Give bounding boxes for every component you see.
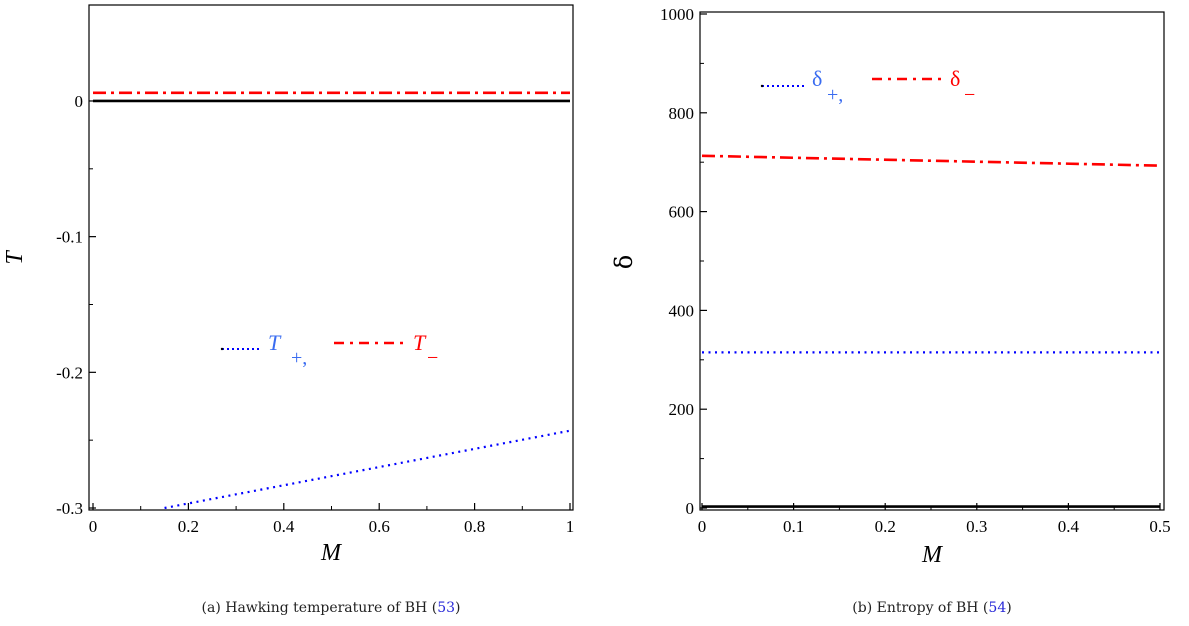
legend-a: T +, T − — [220, 330, 438, 369]
y-axis-label-a: T — [2, 250, 28, 265]
y-tick-label-b: 400 — [669, 301, 695, 320]
y-axis-label-b: δ — [610, 255, 638, 269]
x-tick-label-b: 0.1 — [783, 517, 804, 536]
caption-a-ref: 53 — [437, 600, 455, 616]
series-b — [701, 154, 1161, 508]
legend-a-plus-symbol: T — [268, 330, 282, 355]
y-ticks-b: 0 200 400 600 800 1000 — [660, 5, 707, 518]
legend-a-minus-symbol: T — [413, 330, 427, 355]
y-tick-label-a: -0.2 — [56, 363, 83, 382]
x-axis-label-a: M — [320, 540, 343, 566]
x-tick-label-a: 1 — [566, 517, 575, 536]
y-tick-label-b: 200 — [669, 400, 695, 419]
series-line-a-dotted — [164, 429, 571, 510]
x-tick-label-b: 0.3 — [966, 517, 987, 536]
caption-a: (a) Hawking temperature of BH (53) — [202, 600, 461, 616]
y-tick-label-a: -0.1 — [56, 228, 83, 247]
x-tick-label-a: 0.2 — [178, 517, 199, 536]
legend-a-dot — [220, 347, 224, 351]
caption-b-ref: 54 — [988, 600, 1006, 616]
y-tick-label-a: 0 — [75, 92, 84, 111]
y-ticks-a: 0 -0.1 -0.2 -0.3 — [56, 92, 96, 518]
x-axis-label-b: M — [921, 542, 944, 568]
caption-a-text: (a) Hawking temperature of BH ( — [202, 600, 438, 616]
legend-a-plus-sub: +, — [291, 347, 307, 369]
y-tick-label-b: 0 — [686, 499, 695, 518]
x-ticks-a: 0 0.2 0.4 0.6 0.8 1 — [89, 503, 575, 536]
x-tick-label-a: 0 — [89, 517, 98, 536]
caption-b: (b) Entropy of BH (54) — [852, 600, 1011, 616]
plot-frame-b — [699, 11, 1165, 511]
series-line-b-dashdot — [701, 154, 1161, 167]
x-tick-label-a: 0.8 — [464, 517, 485, 536]
legend-b: δ +, δ − — [760, 66, 975, 106]
caption-b-text: (b) Entropy of BH ( — [852, 600, 988, 616]
y-tick-label-b: 800 — [669, 104, 695, 123]
y-tick-label-b: 1000 — [660, 5, 694, 24]
panel-a: 0 0.2 0.4 0.6 0.8 1 0 -0.1 -0.2 -0.3 M T T +, T … — [2, 4, 575, 616]
legend-b-minus-symbol: δ — [950, 66, 960, 91]
x-tick-label-b: 0.4 — [1058, 517, 1080, 536]
panel-b: 0 0.1 0.2 0.3 0.4 0.5 0 200 400 600 800 1000 M δ δ… — [610, 5, 1171, 616]
legend-b-dot — [760, 84, 764, 88]
x-tick-label-b: 0.5 — [1149, 517, 1170, 536]
legend-b-plus-sub: +, — [827, 84, 843, 106]
x-tick-label-b: 0 — [698, 517, 707, 536]
series-a — [93, 91, 571, 510]
y-tick-label-b: 600 — [669, 203, 695, 222]
plot-frame-a — [88, 4, 574, 511]
x-tick-label-a: 0.4 — [273, 517, 295, 536]
x-tick-label-b: 0.2 — [875, 517, 896, 536]
x-tick-label-a: 0.6 — [369, 517, 390, 536]
legend-a-minus-sub: − — [427, 347, 438, 369]
x-ticks-b: 0 0.1 0.2 0.3 0.4 0.5 — [698, 503, 1171, 536]
caption-b-close: ) — [1006, 600, 1011, 616]
caption-a-close: ) — [455, 600, 460, 616]
legend-b-minus-sub: − — [964, 84, 975, 106]
y-tick-label-a: -0.3 — [56, 499, 83, 518]
legend-b-plus-symbol: δ — [812, 66, 822, 91]
